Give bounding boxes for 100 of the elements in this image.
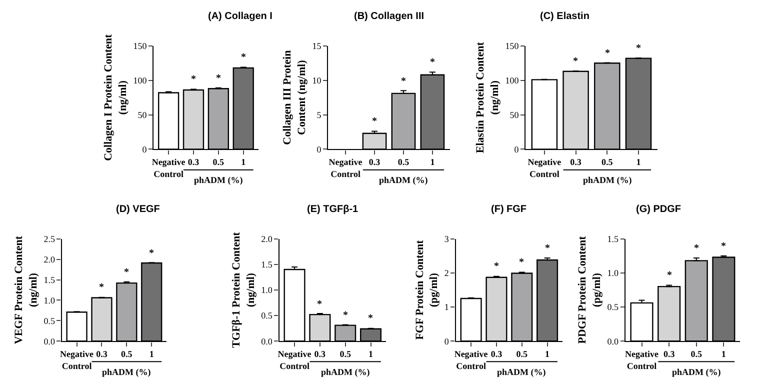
y-tick-label: 10 [312,76,322,86]
y-tick-label: 15 [312,41,322,52]
annotation: * [401,76,406,87]
x-tick-label: Negative Control [152,157,186,179]
y-tick-label: 2.0 [44,254,56,264]
y-axis-title: PDGF Protein Content (pg/ml) [576,236,603,344]
x-axis-title: phADM (%) [497,367,546,377]
y-tick-label: 3 [444,234,450,244]
x-tick-label: 0.3 [188,157,200,168]
annotation: * [430,57,435,68]
x-tick-label: Negative Control [528,157,562,179]
annotation: * [636,43,641,54]
annotation: * [124,267,129,278]
annotation: * [573,56,578,67]
y-tick-label: 0.5 [607,302,619,312]
y-tick-label: 0 [316,144,322,154]
y-tick-label: 1.5 [44,274,56,285]
x-tick-label: Negative Control [60,349,94,371]
annotation: * [241,52,246,63]
x-tick-label: Negative Control [625,349,659,371]
annotation: * [372,116,377,127]
y-tick-label: 1.5 [607,234,619,244]
y-tick-label: 2 [444,268,449,278]
y-tick-label: 0 [514,144,520,154]
y-tick-label: 0.0 [44,336,56,346]
x-tick-label: 1 [545,349,550,360]
x-tick-label: Negative Control [454,349,488,371]
y-tick-label: 1.0 [607,268,619,278]
x-axis-title: phADM (%) [379,175,428,185]
x-tick-label: Negative Control [328,157,362,179]
x-tick-label: 0.5 [516,349,528,360]
x-tick-label: 0.5 [340,349,352,360]
annotation: * [149,248,154,259]
annotation: * [191,74,196,85]
x-tick-label: 0.5 [690,349,703,360]
annotation: * [494,261,499,272]
chart-title: (E) TGFβ-1 [307,204,359,215]
x-tick-label: 0.3 [368,157,381,168]
x-axis-title: phADM (%) [102,367,151,377]
x-tick-label: 0.5 [212,157,225,168]
annotation: * [605,48,610,59]
x-tick-label: 0.5 [121,349,133,360]
y-tick-label: 100 [133,76,148,86]
y-tick-label: 0 [444,336,450,346]
y-tick-label: 5 [316,110,322,120]
annotation: * [216,73,221,84]
y-tick-label: 50 [510,110,520,120]
x-tick-label: 0.3 [96,349,108,360]
x-axis-title: phADM (%) [321,367,370,377]
x-tick-label: Negative Control [278,349,312,371]
chart-title: (B) Collagen III [354,11,424,22]
annotation: * [343,310,348,321]
y-tick-label: 1.5 [261,260,273,270]
x-tick-label: 0.3 [663,349,676,360]
y-axis-title: FGF Protein Content (pg/ml) [414,240,440,340]
chart-title: (C) Elastin [540,11,590,22]
annotation: * [667,270,672,281]
chart-title: (G) PDGF [636,204,681,215]
y-tick-label: 0.0 [261,336,273,346]
chart-title: (F) FGF [491,204,527,215]
x-tick-label: 0.5 [398,157,410,168]
chart-title: (D) VEGF [116,204,160,215]
y-tick-label: 0 [142,144,148,154]
y-tick-label: 150 [505,41,520,52]
x-tick-label: 1 [430,157,436,168]
annotation: * [519,257,524,268]
y-tick-label: 0.0 [607,336,619,346]
y-axis-title: VEGF Protein Content (ng/ml) [13,236,40,344]
x-tick-label: 1 [368,349,374,360]
x-axis-title: phADM (%) [583,175,632,185]
x-tick-label: 0.3 [490,349,503,360]
chart-title: (A) Collagen I [208,11,273,22]
y-tick-label: 0.5 [261,310,273,321]
x-tick-label: 1 [149,349,154,360]
annotation: * [721,241,726,252]
x-tick-label: 1 [721,349,726,360]
x-tick-label: 0.3 [570,157,582,168]
annotation: * [317,299,322,310]
x-tick-label: 1 [241,157,246,168]
annotation: * [694,243,699,254]
y-axis-title: Collagen I Protein Content (ng/ml) [102,34,129,161]
y-tick-label: 150 [133,41,148,52]
y-tick-label: 100 [505,76,520,86]
y-axis-title: Collagen III Protein Content (ng/ml) [282,50,308,145]
y-tick-label: 2.5 [44,234,56,244]
y-tick-label: 1.0 [44,295,56,306]
y-tick-label: 0.5 [44,316,56,326]
y-tick-label: 1 [444,302,449,312]
annotation: * [99,282,104,293]
y-tick-label: 2.0 [261,234,273,244]
x-tick-label: 1 [636,157,642,168]
x-axis-title: phADM (%) [194,175,243,185]
y-tick-label: 50 [138,110,148,120]
annotation: * [368,313,373,324]
x-tick-label: 0.3 [314,349,326,360]
x-axis-title: phADM (%) [672,367,721,377]
y-axis-title: TGFβ-1 Protein Content (ng/ml) [230,232,257,348]
annotation: * [545,243,550,254]
y-tick-label: 1.0 [261,285,273,296]
y-axis-title: Elastin Protein Content (ng/ml) [474,42,501,154]
